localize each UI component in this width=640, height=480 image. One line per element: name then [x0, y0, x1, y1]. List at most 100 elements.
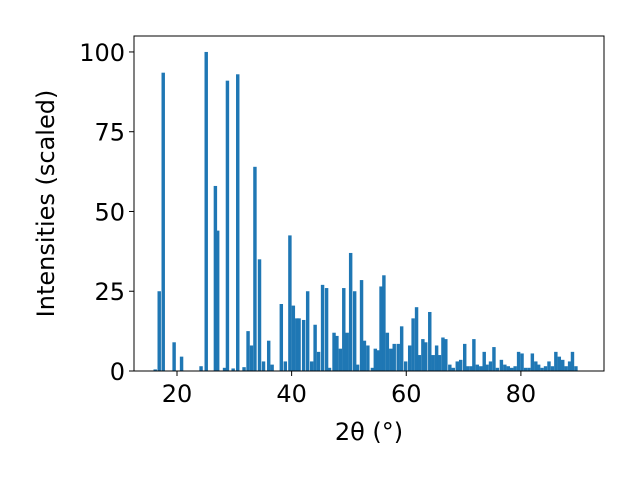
bar [366, 345, 370, 371]
x-tick-label: 60 [391, 380, 422, 408]
bar [499, 359, 504, 371]
bar [527, 367, 531, 371]
bar [313, 324, 317, 371]
bar [253, 166, 257, 371]
bar [520, 353, 524, 371]
bar [199, 366, 203, 371]
bars-group [153, 51, 578, 372]
bar [421, 339, 425, 371]
bar [516, 351, 521, 371]
bar [327, 367, 332, 371]
bar [295, 318, 299, 371]
bar [485, 364, 489, 371]
x-tick-label: 80 [506, 380, 537, 408]
bar [424, 342, 428, 371]
bar [540, 367, 544, 371]
bar [469, 366, 473, 371]
bar [204, 51, 208, 371]
bar [458, 359, 463, 371]
bar [550, 366, 555, 371]
bar [338, 348, 343, 371]
bar [316, 351, 321, 371]
bar [370, 367, 375, 371]
bar [301, 319, 306, 371]
bar [291, 305, 296, 371]
bar [403, 361, 408, 371]
y-axis-ticks: 0 25 50 75 100 [79, 39, 134, 386]
bar [561, 359, 565, 371]
bar [530, 353, 535, 371]
bar [246, 331, 250, 371]
bar [434, 345, 439, 371]
bar [270, 364, 274, 371]
bar [382, 275, 386, 371]
bar [153, 369, 157, 371]
bar [342, 288, 346, 371]
y-tick-label: 50 [94, 198, 125, 226]
bar [376, 350, 380, 371]
y-tick-label: 0 [110, 358, 125, 386]
bar [215, 230, 220, 371]
bar [392, 343, 396, 371]
bar [157, 291, 161, 371]
y-axis-title: Intensities (scaled) [32, 90, 60, 318]
x-axis-ticks: 20 40 60 80 [162, 371, 536, 408]
bar [355, 364, 360, 371]
bar [564, 366, 568, 371]
bar [257, 259, 262, 371]
bar [309, 361, 314, 371]
x-axis-title: 2θ (°) [335, 418, 403, 446]
bar [279, 304, 284, 371]
bar [428, 311, 432, 371]
bar [225, 80, 230, 372]
bar [242, 367, 246, 371]
bar [348, 252, 353, 371]
bar [396, 343, 400, 371]
bar [161, 72, 165, 371]
bar [236, 74, 240, 371]
bar [451, 367, 455, 371]
bar [389, 348, 393, 371]
bar [523, 367, 528, 371]
bar [554, 351, 558, 371]
bar [345, 332, 349, 371]
bar [574, 366, 578, 371]
bar [305, 291, 310, 371]
bar [472, 339, 476, 371]
bar [283, 361, 288, 371]
bar [510, 367, 514, 371]
bar [411, 318, 415, 371]
bar [465, 366, 470, 371]
bar [513, 366, 517, 371]
bar [335, 335, 339, 371]
x-tick-label: 40 [276, 380, 307, 408]
bar [534, 361, 538, 371]
bar [213, 185, 218, 371]
bar [444, 339, 448, 371]
bar [332, 332, 336, 371]
bar [417, 355, 422, 371]
bar [172, 342, 176, 371]
bar [373, 348, 378, 371]
bar [249, 345, 254, 371]
bar [567, 361, 572, 371]
y-tick-label: 25 [94, 278, 125, 306]
x-tick-label: 20 [162, 380, 193, 408]
y-tick-label: 75 [94, 119, 125, 147]
bar [266, 340, 271, 371]
bar [506, 366, 510, 371]
bar [179, 356, 184, 371]
bar [414, 307, 419, 371]
bar [543, 366, 548, 371]
bar [431, 355, 435, 371]
y-tick-label: 100 [79, 39, 125, 67]
bar [448, 364, 452, 371]
bar [441, 337, 445, 371]
bar [495, 367, 500, 371]
bar [407, 345, 412, 371]
bar [231, 368, 235, 371]
bar [463, 343, 467, 371]
bar [536, 364, 541, 371]
bar [503, 364, 507, 371]
